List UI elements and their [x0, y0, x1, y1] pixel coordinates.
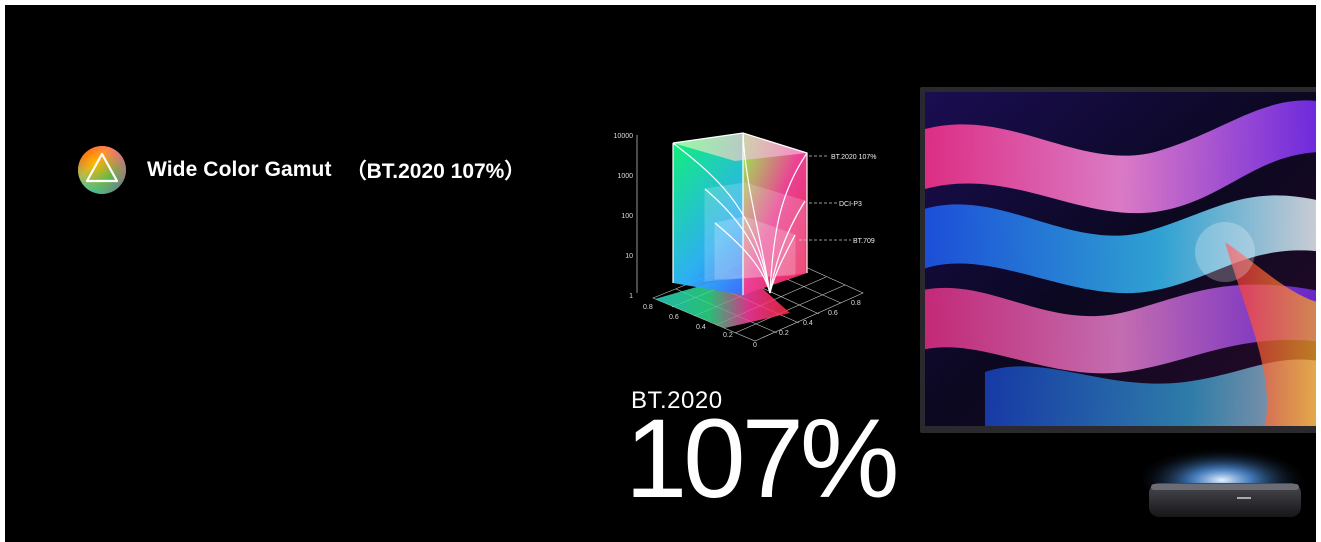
feature-label: Wide Color Gamut — [147, 158, 332, 181]
right-axis-tick: 0.8 — [851, 300, 861, 307]
left-axis-tick: 0 — [753, 342, 757, 349]
gamut-curves — [672, 132, 808, 295]
label-bt709: BT.709 — [853, 238, 875, 245]
bt2020-side — [743, 133, 807, 295]
feature-spec: （BT.2020 107%） — [345, 160, 526, 183]
y-tick: 1 — [629, 293, 633, 300]
y-tick: 10 — [625, 253, 633, 260]
left-axis-tick: 0.8 — [643, 304, 653, 311]
laser-projector-image — [1142, 447, 1302, 517]
label-bt2020: BT.2020 107% — [831, 154, 877, 161]
headline-standard: BT.2020 — [631, 387, 723, 414]
right-axis-tick: 0.6 — [828, 310, 838, 317]
bt2020-top — [673, 133, 807, 161]
bt709-volume — [714, 216, 796, 280]
label-dcip3: DCI-P3 — [839, 201, 862, 208]
feature-row: Wide Color Gamut （BT.2020 107%） — [77, 145, 525, 195]
gamut-volume-chart: 10000 1000 100 10 1 — [614, 132, 877, 349]
left-axis-tick: 0.2 — [723, 332, 733, 339]
promo-banner: Wide Color Gamut （BT.2020 107%） — [5, 5, 1316, 542]
screen-artwork — [925, 92, 1316, 426]
dcip3-volume — [704, 182, 806, 282]
color-gamut-triangle-icon — [78, 146, 126, 194]
y-tick: 1000 — [617, 173, 633, 180]
left-axis-tick: 0.6 — [669, 314, 679, 321]
y-tick: 100 — [621, 213, 633, 220]
y-tick: 10000 — [614, 133, 634, 140]
headline-percent: 107% — [625, 396, 899, 521]
tv-screen — [920, 87, 1316, 433]
left-axis-tick: 0.4 — [696, 324, 706, 331]
right-axis-tick: 0.2 — [779, 330, 789, 337]
right-axis-tick: 0.4 — [803, 320, 813, 327]
